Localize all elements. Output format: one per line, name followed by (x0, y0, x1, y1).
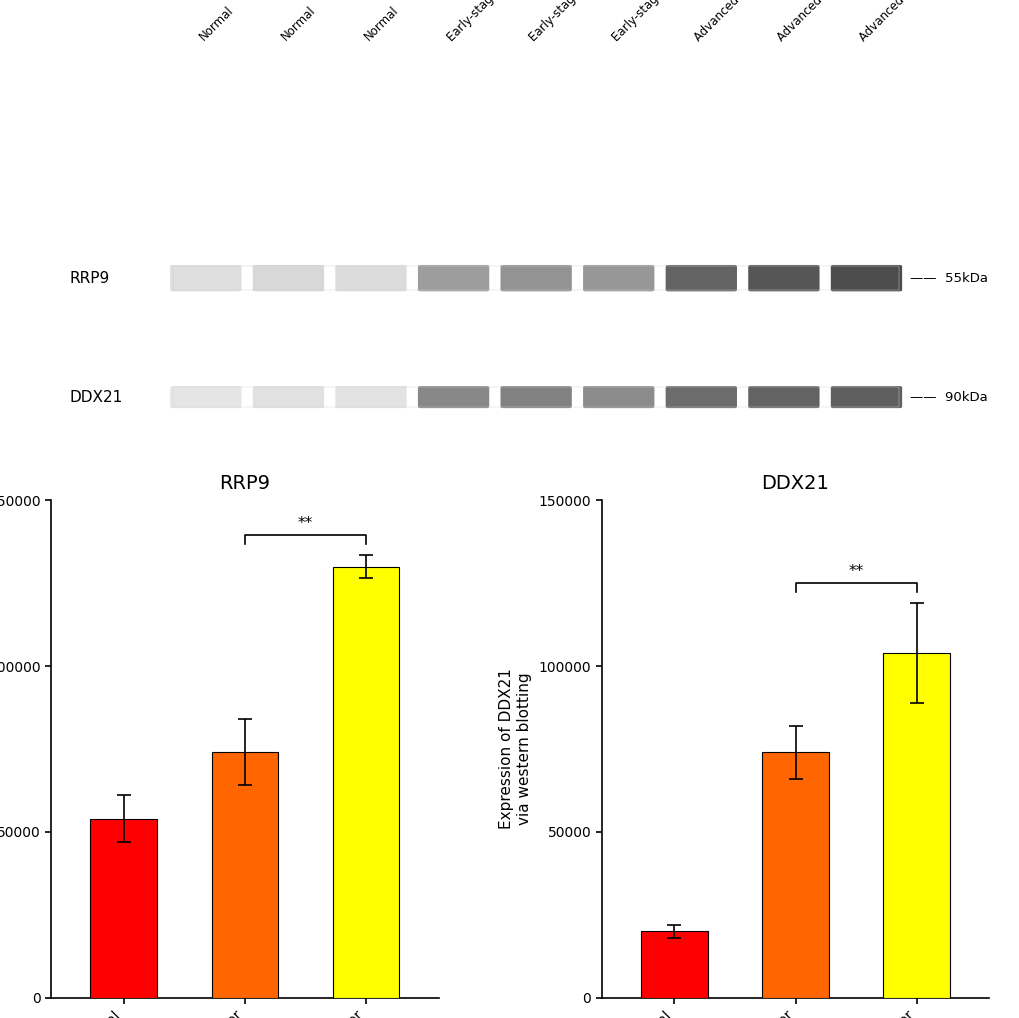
FancyBboxPatch shape (418, 265, 489, 291)
Bar (882, 653, 949, 998)
Bar (173, 388, 899, 407)
Text: ——  55kDa: —— 55kDa (909, 272, 986, 285)
FancyBboxPatch shape (583, 386, 654, 408)
FancyBboxPatch shape (748, 265, 818, 291)
FancyBboxPatch shape (335, 386, 407, 408)
Text: Early-stage colorectal cancer: Early-stage colorectal cancer (609, 0, 740, 44)
FancyBboxPatch shape (418, 386, 489, 408)
FancyBboxPatch shape (253, 265, 324, 291)
Text: Normal: Normal (362, 4, 400, 44)
Text: **: ** (298, 516, 313, 531)
Bar (761, 752, 828, 998)
FancyBboxPatch shape (830, 265, 901, 291)
Text: Early-stage colorectal cancer: Early-stage colorectal cancer (527, 0, 657, 44)
Bar (332, 567, 399, 998)
Bar (640, 931, 707, 998)
Text: ——  90kDa: —— 90kDa (909, 391, 986, 403)
FancyBboxPatch shape (665, 265, 737, 291)
FancyBboxPatch shape (748, 386, 818, 408)
FancyBboxPatch shape (583, 265, 654, 291)
Text: DDX21: DDX21 (69, 390, 123, 404)
Text: Advanced-stage colorectal cancer: Advanced-stage colorectal cancer (692, 0, 842, 44)
Title: DDX21: DDX21 (761, 474, 828, 493)
Y-axis label: Expression of DDX21
via western blotting: Expression of DDX21 via western blotting (498, 669, 531, 830)
FancyBboxPatch shape (253, 386, 324, 408)
FancyBboxPatch shape (170, 386, 242, 408)
FancyBboxPatch shape (830, 386, 901, 408)
Text: Advanced-stage colorectal cancer: Advanced-stage colorectal cancer (774, 0, 924, 44)
Text: Early-stage colorectal cancer: Early-stage colorectal cancer (444, 0, 575, 44)
FancyBboxPatch shape (500, 386, 572, 408)
Bar (173, 267, 899, 290)
Text: **: ** (848, 564, 863, 579)
Text: RRP9: RRP9 (69, 271, 110, 286)
Bar (91, 818, 157, 998)
Text: Normal: Normal (197, 4, 235, 44)
Bar (211, 752, 278, 998)
FancyBboxPatch shape (335, 265, 407, 291)
FancyBboxPatch shape (665, 386, 737, 408)
FancyBboxPatch shape (500, 265, 572, 291)
Title: RRP9: RRP9 (219, 474, 270, 493)
FancyBboxPatch shape (170, 265, 242, 291)
Text: Normal: Normal (279, 4, 318, 44)
Text: Advanced-stage colorectal cancer: Advanced-stage colorectal cancer (856, 0, 1007, 44)
